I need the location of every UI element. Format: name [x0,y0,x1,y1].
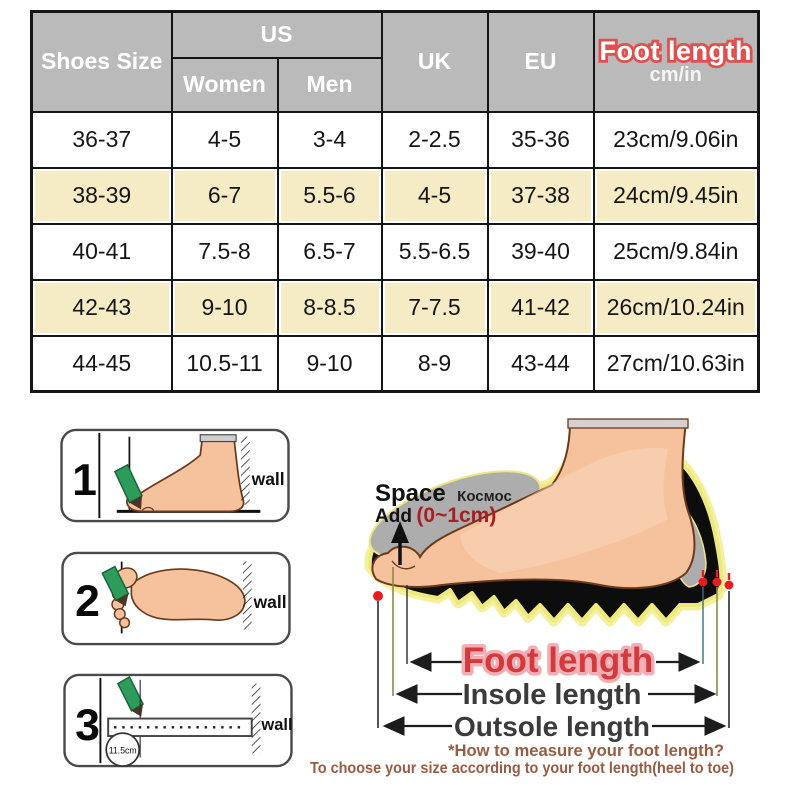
step-number: 2 [75,577,100,626]
foot-length-header-label: Foot length [597,34,754,70]
size-cell: 24cm/9.45in [592,166,760,225]
foot-length-label: Foot length [463,641,654,680]
size-cell: 35-36 [486,110,595,169]
col-header-us-men: Men [276,56,383,113]
wall-hatch [240,436,250,505]
size-cell: 43-44 [486,334,595,393]
size-cell: 25cm/9.84in [592,222,760,281]
foot-illustration [371,418,696,590]
pencil-icon [113,463,143,510]
size-table: Shoes Size US UK EU Foot length cm/in Wo… [30,10,761,393]
wall-label: wall [251,469,285,489]
col-header-foot-length: Foot length cm/in [592,10,760,113]
table-row: 38-39 6-7 5.5-6 4-5 37-38 24cm/9.45in [30,166,760,225]
size-cell: 38-39 [30,166,173,225]
size-cell: 41-42 [486,278,595,337]
size-cell: 9-10 [276,334,383,393]
insole-length-label: Insole length [463,679,642,711]
wall-label: wall [253,592,287,612]
how-to-measure-note: *How to measure your foot length? [448,741,724,760]
size-cell: 8-8.5 [276,278,383,337]
table-row: 44-45 10.5-11 9-10 8-9 43-44 27cm/10.63i… [30,334,760,393]
choose-size-note: To choose your size according to your fo… [310,760,734,777]
size-cell: 39-40 [486,222,595,281]
size-cell: 7.5-8 [170,222,279,281]
size-cell: 10.5-11 [170,334,279,393]
step-number: 1 [72,456,97,505]
col-header-eu: EU [486,10,595,113]
foot-length-unit-label: cm/in [649,64,702,87]
ruler-value-label: 11.5cm [109,745,137,755]
measure-step-3-diagram: 3 11.5cm wall [63,673,293,768]
table-row: 42-43 9-10 8-8.5 7-7.5 41-42 26cm/10.24i… [30,278,760,337]
size-cell: 3-4 [276,110,383,169]
sock-cuff [567,418,689,429]
foot-measurement-figure: Space Космос Add (0~1cm) [310,418,734,777]
size-cell: 6.5-7 [276,222,383,281]
step-number: 3 [75,701,100,750]
size-cell: 23cm/9.06in [592,110,760,169]
table-row: 40-41 7.5-8 6.5-7 5.5-6.5 39-40 25cm/9.8… [30,222,760,281]
col-header-uk: UK [380,10,489,113]
size-cell: 4-5 [380,166,489,225]
measurement-guide-lines [377,567,730,728]
measure-step-2-diagram: 2 wall [61,551,291,646]
size-cell: 36-37 [30,110,173,169]
space-label: Space Космос [375,480,512,507]
size-cell: 27cm/10.63in [592,334,760,393]
col-header-shoes-size: Shoes Size [30,10,173,113]
toe-crease [141,506,155,511]
add-range-label: Add (0~1cm) [375,504,496,527]
wall-label: wall [260,716,292,734]
measurement-callout: 11.5cm [105,732,141,767]
wall-hatch [251,683,261,754]
up-arrow-icon [391,521,409,565]
col-header-us-women: Women [170,56,279,113]
size-cell: 8-9 [380,334,489,393]
size-cell: 5.5-6 [276,166,383,225]
toe-crease [391,560,416,570]
size-cell: 26cm/10.24in [592,278,760,337]
size-cell: 42-43 [30,278,173,337]
size-cell: 4-5 [170,110,279,169]
wall-hatch [242,561,252,630]
size-cell: 6-7 [170,166,279,225]
outsole-length-label: Outsole length [454,711,650,742]
pencil-icon [101,565,130,607]
size-cell: 5.5-6.5 [380,222,489,281]
size-cell: 9-10 [170,278,279,337]
size-cell: 37-38 [486,166,595,225]
size-cell: 40-41 [30,222,173,281]
col-header-us: US [170,10,383,59]
measure-step-1-diagram: 1 wall [60,428,290,523]
ruler [107,717,253,737]
size-cell: 2-2.5 [380,110,489,169]
table-row: 36-37 4-5 3-4 2-2.5 35-36 23cm/9.06in [30,110,760,169]
size-cell: 44-45 [30,334,173,393]
sock-cuff [199,434,237,443]
measure-point-dots [373,570,734,601]
size-cell: 7-7.5 [380,278,489,337]
